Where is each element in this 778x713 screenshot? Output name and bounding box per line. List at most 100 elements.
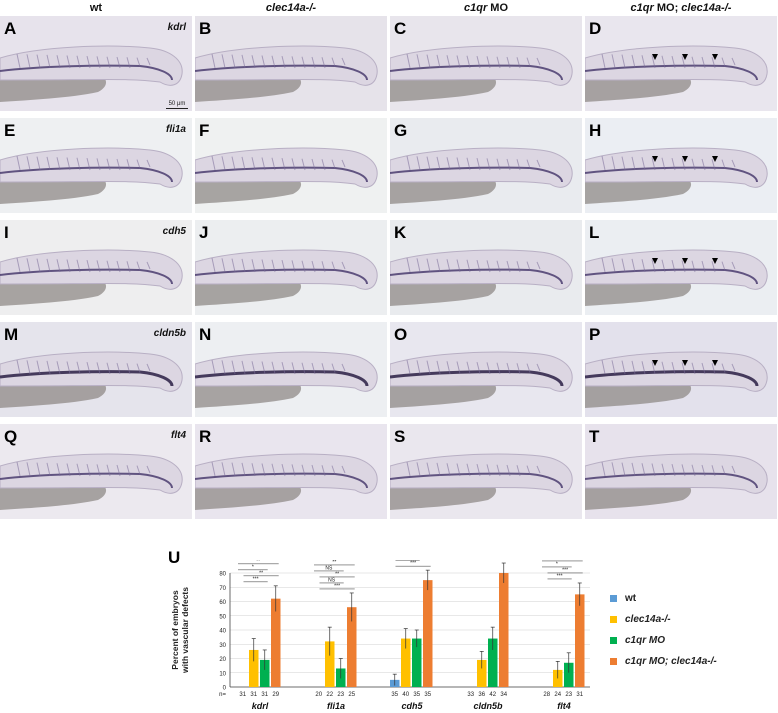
- embryo-panel-c: C: [390, 16, 582, 111]
- bar-fli1a-3: [347, 607, 357, 687]
- column-header-wt: wt: [89, 2, 103, 14]
- legend-label: clec14a-/-: [625, 614, 671, 625]
- embryo-panel-n: N: [195, 322, 387, 417]
- bar-kdrl-3: [271, 598, 281, 687]
- panel-label-t: T: [589, 427, 600, 446]
- significance-label: ***: [253, 576, 259, 582]
- embryo-panel-d: D: [585, 16, 777, 111]
- n-value: 42: [489, 692, 496, 698]
- n-value: 31: [250, 692, 257, 698]
- bar-cdh5-3: [423, 580, 433, 687]
- panel-label-j: J: [199, 223, 209, 242]
- panel-label-k: K: [394, 223, 407, 242]
- legend-label: c1qr MO; clec14a-/-: [625, 656, 717, 667]
- x-category-label-kdrl: kdrl: [252, 701, 269, 711]
- legend-swatch: [610, 657, 617, 665]
- n-value: 23: [337, 692, 344, 698]
- panel-label-d: D: [589, 19, 602, 38]
- y-tick-label: 60: [219, 600, 226, 606]
- panel-label-c: C: [394, 19, 407, 38]
- y-tick-label: 50: [219, 614, 226, 620]
- bar-flt4-1: [553, 669, 563, 687]
- embryo-panel-r: R: [195, 424, 387, 519]
- bar-cdh5-2: [412, 638, 422, 687]
- bar-cldn5b-2: [488, 638, 498, 687]
- n-value: 31: [239, 692, 246, 698]
- y-tick-label: 70: [219, 586, 226, 592]
- panel-label-i: I: [4, 223, 9, 242]
- significance-label: **: [332, 560, 336, 565]
- bar-flt4-3: [575, 594, 585, 687]
- y-tick-label: 0: [223, 686, 227, 692]
- legend-item-1: clec14a-/-: [610, 614, 671, 625]
- scale-bar-label: 50 μm: [168, 101, 186, 107]
- n-value: 24: [554, 692, 561, 698]
- significance-label: **: [256, 560, 260, 564]
- significance-label: NS: [328, 577, 336, 583]
- bar-kdrl-2: [260, 659, 270, 687]
- column-header-c1qr-mo: c1qr MO: [463, 2, 509, 14]
- x-category-label-fli1a: fli1a: [327, 701, 345, 711]
- panel-label-b: B: [199, 19, 212, 38]
- significance-label: ***: [405, 560, 411, 561]
- gene-label-cldn5b: cldn5b: [153, 328, 186, 339]
- legend-swatch: [610, 615, 617, 623]
- bar-flt4-2: [564, 662, 574, 687]
- n-value: 35: [413, 692, 420, 698]
- significance-label: ***: [562, 567, 568, 573]
- embryo-panel-j: J: [195, 220, 387, 315]
- x-category-label-flt4: flt4: [557, 701, 571, 711]
- panel-label-s: S: [394, 427, 406, 446]
- panel-label-e: E: [4, 121, 16, 140]
- bar-cdh5-1: [401, 638, 411, 687]
- n-value: 35: [424, 692, 431, 698]
- n-value: 33: [467, 692, 474, 698]
- scale-bar: 50 μm: [166, 101, 188, 109]
- panel-label-h: H: [589, 121, 602, 140]
- significance-label: **: [335, 571, 339, 577]
- n-value: 34: [500, 692, 507, 698]
- embryo-panel-b: B: [195, 16, 387, 111]
- panel-label-f: F: [199, 121, 210, 140]
- embryo-panel-k: K: [390, 220, 582, 315]
- significance-label: *: [556, 561, 558, 567]
- significance-label: ***: [557, 573, 563, 579]
- n-value: 23: [565, 692, 572, 698]
- panel-label-o: O: [394, 325, 408, 344]
- panel-label-q: Q: [4, 427, 18, 446]
- y-tick-label: 20: [219, 657, 226, 663]
- y-tick-label: 10: [219, 671, 226, 677]
- gene-label-flt4: flt4: [171, 430, 186, 441]
- embryo-panel-h: H: [585, 118, 777, 213]
- legend-item-0: wt: [610, 593, 636, 604]
- n-value: 28: [543, 692, 550, 698]
- n-value: 31: [576, 692, 583, 698]
- column-header-c1qr-mo-clec14a: c1qr MO; clec14a-/-: [630, 2, 732, 14]
- n-value: 25: [348, 692, 355, 698]
- embryo-panel-p: P: [585, 322, 777, 417]
- n-label: n=: [219, 692, 226, 698]
- panel-label-r: R: [199, 427, 212, 446]
- bar-cldn5b-1: [477, 659, 487, 687]
- panel-label-g: G: [394, 121, 408, 140]
- panel-label-u: U: [168, 548, 181, 567]
- y-tick-label: 80: [219, 572, 226, 578]
- gene-label-cdh5: cdh5: [162, 226, 186, 237]
- legend-label: wt: [625, 593, 637, 604]
- n-value: 36: [478, 692, 485, 698]
- n-value: 31: [261, 692, 268, 698]
- legend-item-2: c1qr MO: [610, 635, 665, 646]
- significance-label: ***: [410, 561, 416, 567]
- panel-label-m: M: [4, 325, 19, 344]
- x-category-label-cldn5b: cldn5b: [473, 701, 503, 711]
- embryo-panel-o: O: [390, 322, 582, 417]
- n-value: 29: [272, 692, 279, 698]
- panel-label-n: N: [199, 325, 212, 344]
- n-value: 40: [402, 692, 409, 698]
- gene-label-kdrl: kdrl: [167, 22, 186, 33]
- legend-swatch: [610, 594, 617, 602]
